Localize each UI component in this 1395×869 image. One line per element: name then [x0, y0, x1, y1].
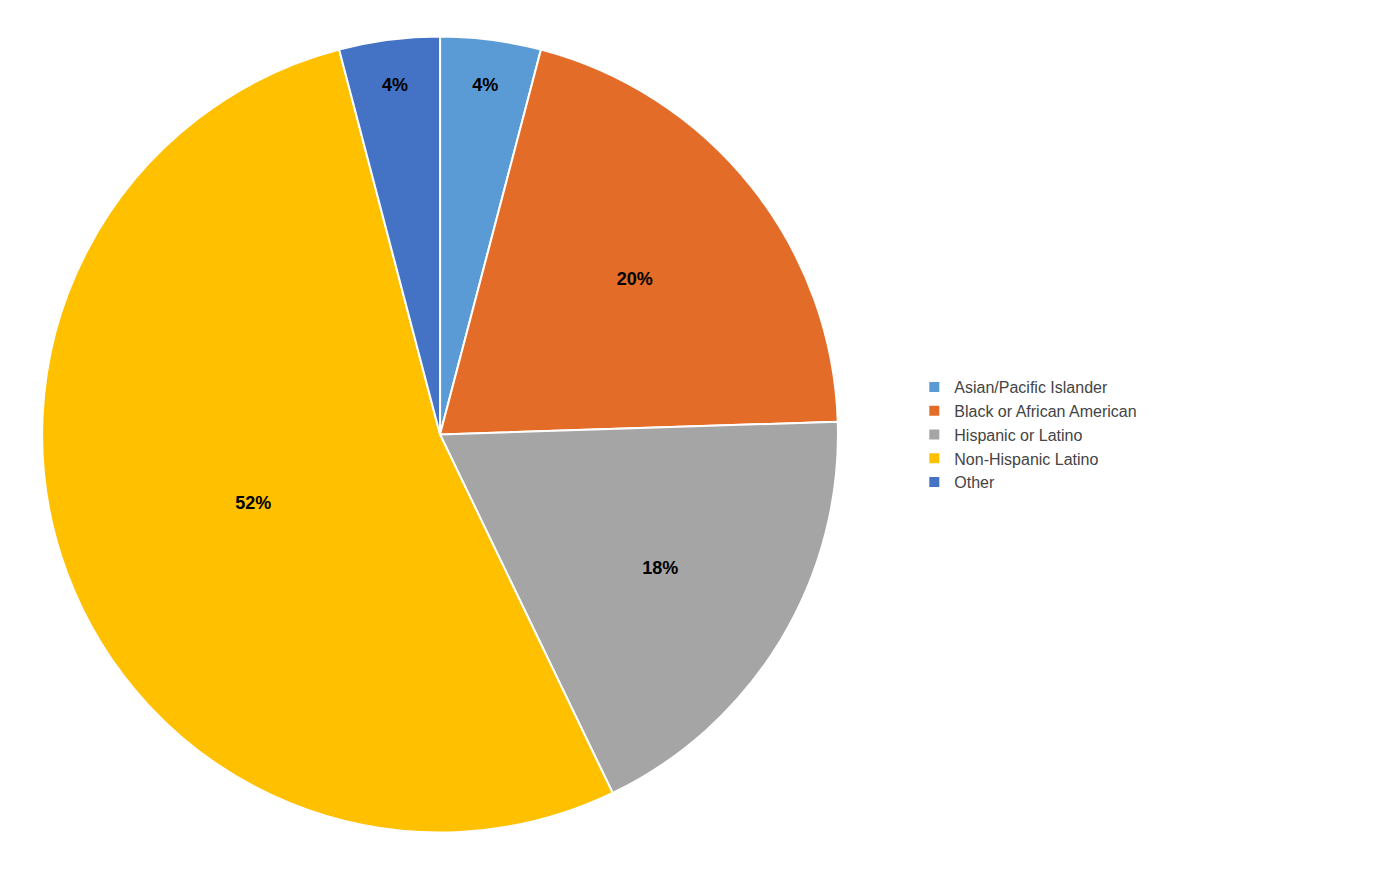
svg-text:Hispanic or Latino: Hispanic or Latino: [954, 427, 1082, 444]
svg-text:4%: 4%: [382, 75, 408, 95]
svg-text:Black or African American: Black or African American: [954, 403, 1136, 420]
svg-text:Asian/Pacific Islander: Asian/Pacific Islander: [954, 379, 1108, 396]
svg-text:Other: Other: [954, 474, 995, 491]
svg-text:20%: 20%: [617, 269, 653, 289]
svg-text:4%: 4%: [472, 75, 498, 95]
svg-text:18%: 18%: [642, 558, 678, 578]
svg-text:52%: 52%: [235, 493, 271, 513]
svg-text:Non-Hispanic Latino: Non-Hispanic Latino: [954, 451, 1098, 468]
